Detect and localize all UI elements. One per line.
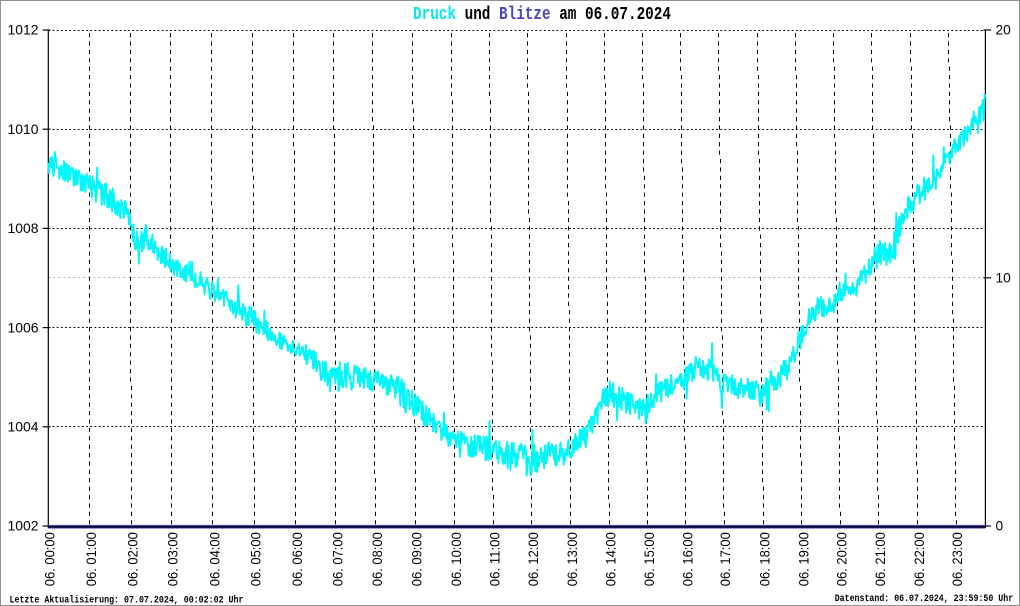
- svg-text:06. 16:00: 06. 16:00: [681, 532, 696, 586]
- svg-text:Letzte Aktualisierung: 07.07.2: Letzte Aktualisierung: 07.07.2024, 00:02…: [10, 595, 244, 606]
- svg-text:06. 23:00: 06. 23:00: [950, 532, 965, 586]
- svg-text:0: 0: [996, 519, 1004, 534]
- svg-text:06. 15:00: 06. 15:00: [642, 532, 657, 586]
- svg-text:06. 09:00: 06. 09:00: [410, 532, 425, 586]
- svg-text:06. 17:00: 06. 17:00: [718, 532, 733, 586]
- svg-text:10: 10: [996, 271, 1012, 286]
- svg-text:06. 19:00: 06. 19:00: [796, 532, 811, 586]
- svg-text:06. 06:00: 06. 06:00: [290, 532, 305, 586]
- svg-text:1004: 1004: [8, 420, 39, 435]
- svg-text:06. 14:00: 06. 14:00: [604, 532, 619, 586]
- svg-text:06. 21:00: 06. 21:00: [873, 532, 888, 586]
- svg-text:06. 04:00: 06. 04:00: [207, 532, 222, 586]
- svg-text:06. 07:00: 06. 07:00: [330, 532, 345, 586]
- svg-text:06. 11:00: 06. 11:00: [488, 532, 503, 586]
- svg-text:1008: 1008: [8, 221, 39, 236]
- svg-text:06. 20:00: 06. 20:00: [835, 532, 850, 586]
- svg-text:1012: 1012: [8, 23, 39, 38]
- svg-text:Blitze: Blitze: [499, 5, 551, 25]
- svg-text:Datenstand: 06.07.2024, 23:59:: Datenstand: 06.07.2024, 23:59:50 Uhr: [835, 593, 1014, 605]
- svg-text:06. 22:00: 06. 22:00: [912, 532, 927, 586]
- svg-text:06. 02:00: 06. 02:00: [125, 532, 140, 586]
- svg-text:06. 05:00: 06. 05:00: [248, 532, 263, 586]
- svg-text:06. 00:00: 06. 00:00: [43, 532, 58, 586]
- svg-text:1002: 1002: [8, 519, 39, 534]
- svg-text:und: und: [465, 5, 491, 25]
- svg-text:06. 13:00: 06. 13:00: [565, 532, 580, 586]
- svg-text:20: 20: [996, 23, 1012, 38]
- svg-text:06. 01:00: 06. 01:00: [84, 532, 99, 586]
- svg-text:am 06.07.2024: am 06.07.2024: [559, 5, 671, 25]
- svg-text:06. 03:00: 06. 03:00: [166, 532, 181, 586]
- svg-text:Druck: Druck: [413, 5, 456, 25]
- svg-text:1010: 1010: [8, 122, 39, 137]
- svg-text:06. 10:00: 06. 10:00: [449, 532, 464, 586]
- svg-text:06. 08:00: 06. 08:00: [370, 532, 385, 586]
- svg-text:06. 12:00: 06. 12:00: [526, 532, 541, 586]
- svg-text:06. 18:00: 06. 18:00: [758, 532, 773, 586]
- svg-text:1006: 1006: [8, 320, 39, 335]
